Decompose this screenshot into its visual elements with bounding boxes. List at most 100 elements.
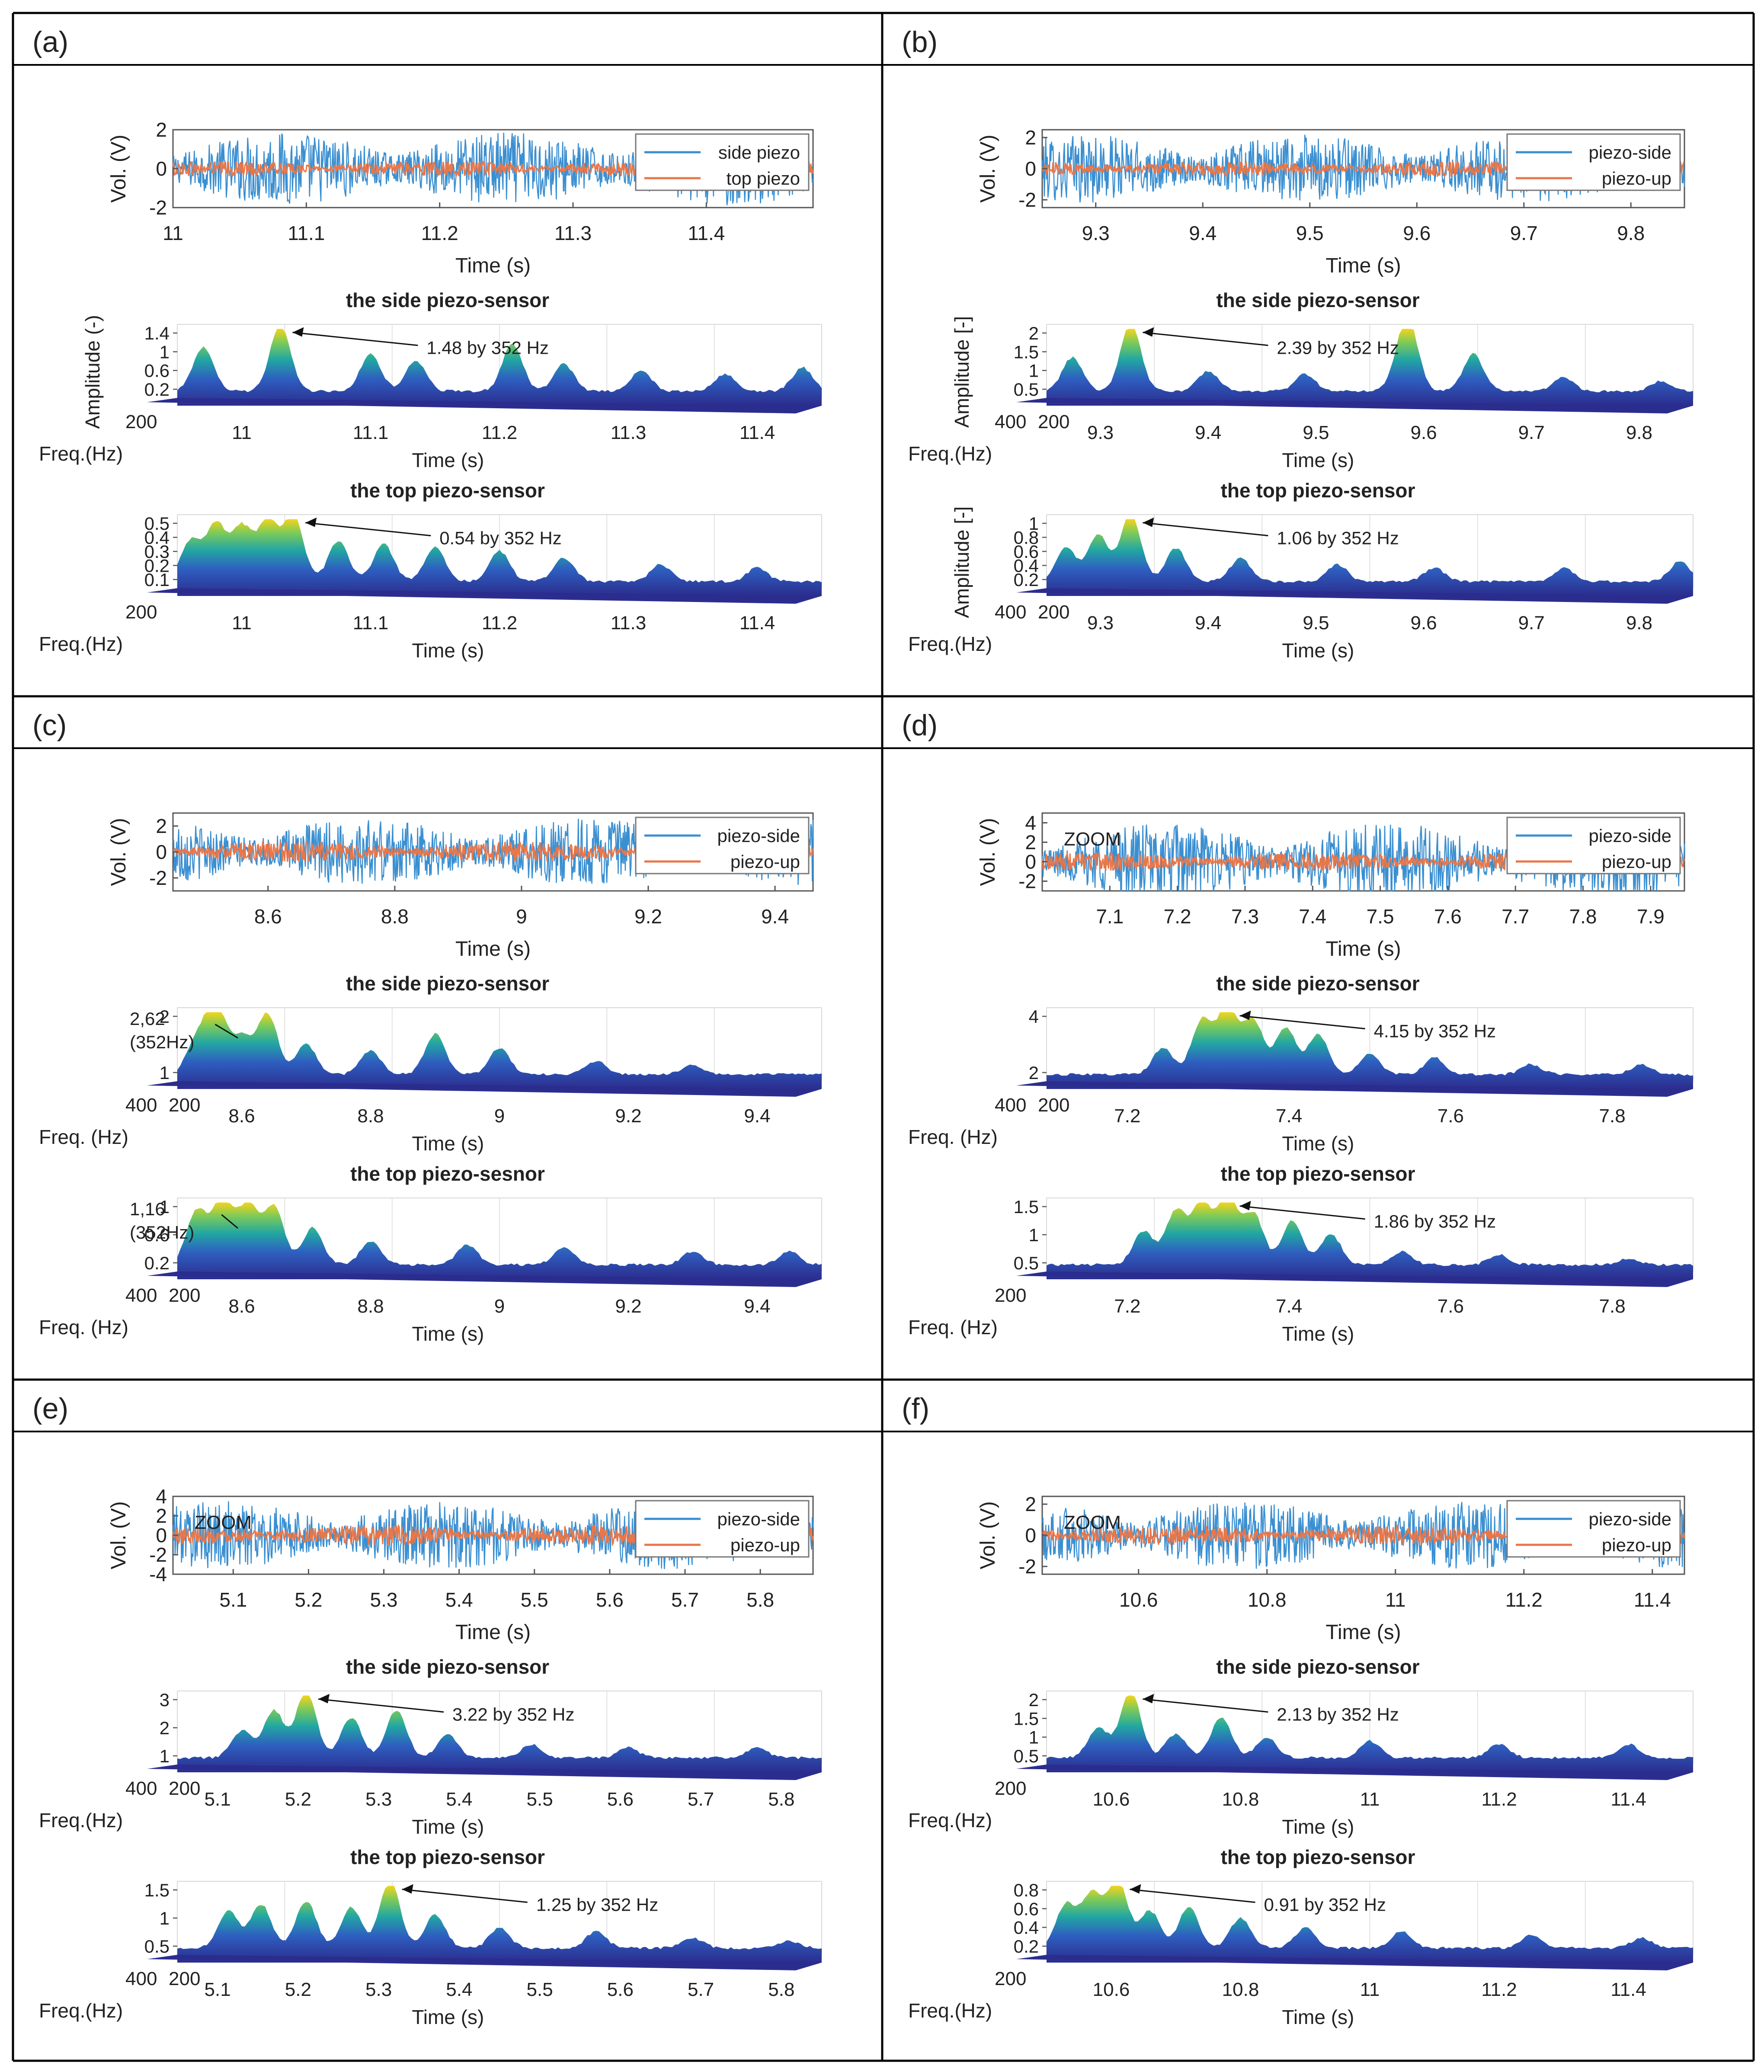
- x-tick-label: 7.4: [1299, 905, 1326, 928]
- spectrum-surface: [1047, 1886, 1693, 1963]
- annotation-arrow: [1143, 332, 1268, 346]
- spectrum-top: the top piezo-sensor 1.5 1 0.5 7.2 7.4 7.6 7.8 T…: [908, 1162, 1694, 1345]
- time-tick-label: 11.4: [740, 422, 775, 443]
- annotation-text: 1.25 by 352 Hz: [536, 1895, 659, 1915]
- z-tick-label: 1.5: [1014, 342, 1039, 362]
- y-tick-label: -2: [1018, 870, 1036, 893]
- spectrum-surface: [1047, 1695, 1693, 1772]
- spectrum-title: the side piezo-sensor: [1216, 289, 1419, 311]
- spectrum-surface: [177, 1202, 822, 1279]
- x-tick-label: 10.6: [1119, 1588, 1158, 1611]
- time-axis-label: Time (s): [412, 449, 484, 471]
- z-tick-label: 0.5: [1014, 1746, 1039, 1766]
- panel-label: (b): [902, 26, 938, 58]
- y-axis-label: Vol. (V): [107, 1501, 130, 1569]
- freq-axis-label: Freq. (Hz): [39, 1316, 128, 1339]
- x-tick-label: 8.6: [254, 905, 282, 928]
- time-axis-label: Time (s): [412, 1816, 484, 1838]
- x-tick-label: 7.7: [1501, 905, 1529, 928]
- time-tick-label: 9: [494, 1296, 505, 1317]
- z-tick-label: 3: [160, 1690, 170, 1710]
- z-tick-label: 1: [1029, 1727, 1039, 1748]
- freq-tick-label: 200: [1038, 602, 1069, 623]
- time-tick-label: 5.3: [365, 1789, 392, 1810]
- annotation-arrow: [305, 522, 431, 537]
- y-tick-label: -2: [1018, 1555, 1036, 1578]
- arrow-head: [305, 517, 317, 527]
- spectrum-surface: [1047, 329, 1693, 406]
- z-tick-label: 1.4: [144, 323, 170, 343]
- x-axis-label: Time (s): [455, 254, 531, 277]
- time-tick-label: 9.6: [1410, 422, 1437, 443]
- time-tick-label: 11.4: [740, 612, 775, 634]
- spectrum-surface: [177, 1886, 822, 1963]
- time-tick-label: 9.2: [615, 1296, 641, 1317]
- x-tick-label: 9.4: [761, 905, 789, 928]
- legend: side piezo top piezo: [635, 133, 810, 191]
- surface-floor: [1016, 1955, 1693, 1970]
- surface-floor: [147, 588, 822, 604]
- legend-label: piezo-side: [1589, 142, 1671, 163]
- legend: piezo-side piezo-up: [1506, 817, 1681, 874]
- time-tick-label: 11: [232, 422, 252, 443]
- x-tick-label: 7.6: [1434, 905, 1462, 928]
- spectrum-side: the side piezo-sensor 4 2 7.2 7.4 7.6 7.8 Time …: [908, 972, 1694, 1155]
- z-tick-label: 0.8: [1014, 1880, 1039, 1900]
- freq-axis-label: Freq. (Hz): [908, 1126, 998, 1148]
- time-tick-label: 7.8: [1599, 1296, 1626, 1317]
- x-tick-label: 9.2: [634, 905, 662, 928]
- y-axis-label: Vol. (V): [107, 135, 130, 202]
- z-tick-label: 0.1: [144, 570, 170, 590]
- spectrum-title: the top piezo-sensor: [1221, 479, 1415, 502]
- surface-floor: [147, 1271, 822, 1287]
- time-tick-label: 7.6: [1437, 1296, 1464, 1317]
- z-axis-label: Amplitude (-): [81, 315, 104, 429]
- time-tick-label: 9.6: [1410, 612, 1437, 634]
- x-tick-label: 5.1: [219, 1588, 247, 1611]
- time-series-plot: 2 0 -2 8.6 8.8 9 9.2 9.4 Time (s) Vol. (V) piezo-s…: [107, 812, 814, 961]
- freq-axis-label: Freq.(Hz): [908, 442, 992, 465]
- z-tick-label: 0.4: [144, 528, 170, 548]
- y-tick-label: 0: [156, 841, 167, 863]
- surface-floor: [1016, 1271, 1693, 1287]
- y-tick-label: 0: [156, 1524, 167, 1547]
- time-tick-label: 7.4: [1276, 1105, 1302, 1127]
- x-tick-label: 5.6: [596, 1588, 624, 1611]
- time-tick-label: 11: [1360, 1979, 1380, 2000]
- time-axis-label: Time (s): [1282, 1323, 1354, 1345]
- panel-a: (a) 2 0 -2 11 11.1 11.2 11.3 11.4 Time (s) Vol. (V…: [32, 26, 822, 662]
- annotation-arrow: [292, 332, 418, 346]
- time-tick-label: 5.2: [285, 1789, 311, 1810]
- y-tick-label: 2: [156, 1505, 167, 1527]
- panel-label: (a): [32, 26, 68, 58]
- time-tick-label: 8.8: [357, 1105, 384, 1127]
- z-tick-label: 0.6: [1014, 1899, 1039, 1919]
- freq-tick-label: 400: [995, 1095, 1026, 1116]
- y-tick-label: -4: [149, 1563, 167, 1585]
- time-tick-label: 9.3: [1087, 612, 1114, 634]
- z-tick-label: 1: [160, 1063, 170, 1083]
- legend-label: piezo-side: [1589, 826, 1671, 846]
- spectrum-side: the side piezo-sensor 3 2 1 5.1 5.2 5.3 5.4 5.5 5…: [39, 1656, 822, 1838]
- y-tick-label: 0: [1025, 157, 1036, 180]
- time-tick-label: 11.4: [1610, 1979, 1646, 2000]
- z-tick-label: 1: [160, 1746, 170, 1766]
- x-tick-label: 9.7: [1510, 222, 1538, 244]
- time-tick-label: 5.7: [688, 1789, 714, 1810]
- time-tick-label: 9.3: [1087, 422, 1114, 443]
- time-tick-label: 11.2: [1481, 1789, 1517, 1810]
- z-tick-label: 0.5: [144, 513, 170, 534]
- time-tick-label: 8.8: [357, 1296, 384, 1317]
- legend-box: [635, 133, 810, 191]
- time-tick-label: 9.5: [1303, 422, 1329, 443]
- zoom-label: ZOOM: [1064, 1512, 1121, 1533]
- z-tick-label: 0.2: [144, 1253, 170, 1273]
- legend-label: piezo-up: [1602, 852, 1671, 872]
- legend-label: side piezo: [718, 142, 800, 163]
- peak-annotation: 2,62 (352Hz): [130, 1009, 238, 1052]
- freq-tick-label: 200: [169, 1285, 200, 1306]
- surface-floor: [1016, 1081, 1693, 1097]
